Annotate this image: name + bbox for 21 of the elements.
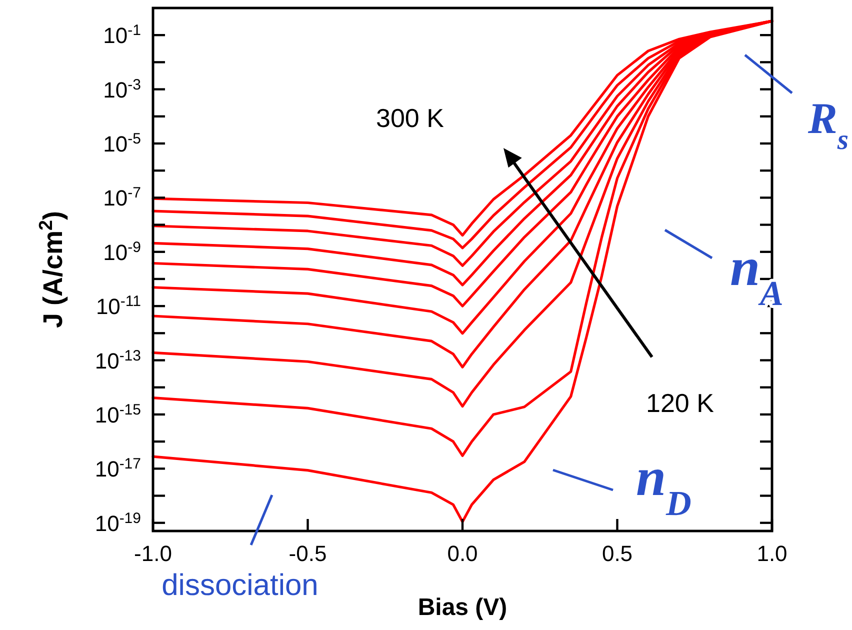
y-tick-label: 10$^{-1}$ [103, 22, 141, 48]
y-tick-label: 10$^{-17}$ [94, 455, 141, 482]
y-tick-label: 10$^{-19}$ [94, 509, 141, 536]
x-tick-label: -0.5 [288, 541, 327, 566]
y-tick-label: 10$^{-3}$ [103, 76, 141, 102]
annotation: n$_{D}$ [636, 447, 692, 522]
text: R$_{s}$ [807, 94, 848, 156]
y-tick-label: 10$^{-13}$ [94, 346, 141, 374]
annotation: 120 K [646, 388, 715, 418]
y-tick-label: 10$^{-15}$ [94, 400, 141, 428]
x-axis-title: Bias (V) [418, 594, 508, 621]
annotation: 300 K [376, 103, 445, 133]
text: dissociation [162, 569, 318, 602]
y-tick-label: 10$^{-9}$ [103, 238, 141, 265]
x-tick-label: -1.0 [134, 541, 172, 566]
x-tick-label: 1.0 [756, 541, 788, 566]
x-tick-label: 0.0 [447, 541, 478, 566]
y-tick-label: 10$^{-11}$ [96, 292, 141, 320]
y-tick-label: 10$^{-7}$ [103, 184, 141, 211]
y-tick-label: 10$^{-5}$ [103, 130, 141, 156]
x-tick-label: 0.5 [602, 541, 633, 566]
